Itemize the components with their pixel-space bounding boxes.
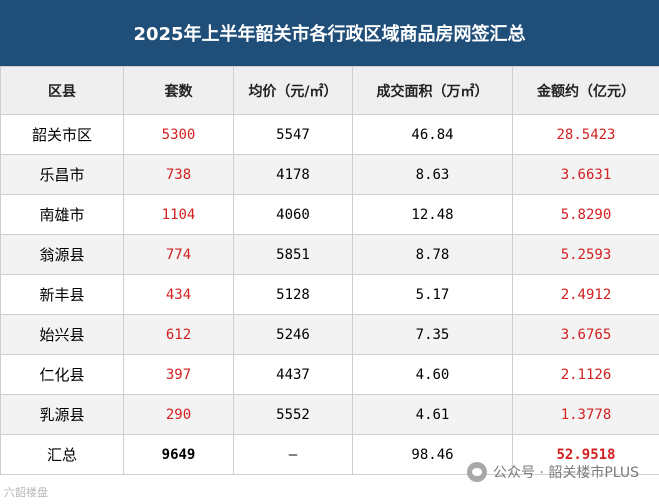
price-value: 4437 — [233, 354, 353, 395]
table-row: 新丰县 434 5128 5.17 2.4912 — [0, 274, 659, 315]
district-name: 仁化县 — [0, 354, 124, 395]
total-row: 汇总 9649 — 98.46 52.9518 — [0, 434, 659, 475]
price-value: 4060 — [233, 194, 353, 235]
table-row: 乐昌市 738 4178 8.63 3.6631 — [0, 154, 659, 195]
area-value: 4.60 — [352, 354, 513, 395]
district-name: 始兴县 — [0, 314, 124, 355]
price-value: 5851 — [233, 234, 353, 275]
table-row: 翁源县 774 5851 8.78 5.2593 — [0, 234, 659, 275]
district-name: 南雄市 — [0, 194, 124, 235]
amount-value: 1.3778 — [512, 394, 659, 435]
district-name: 翁源县 — [0, 234, 124, 275]
price-value: 5246 — [233, 314, 353, 355]
units-value: 774 — [123, 234, 234, 275]
price-value: 5128 — [233, 274, 353, 315]
units-value: 5300 — [123, 114, 234, 155]
units-value: 290 — [123, 394, 234, 435]
corner-watermark: 六韶楼盘 — [4, 484, 48, 500]
area-value: 8.63 — [352, 154, 513, 195]
total-price: — — [233, 434, 353, 475]
units-value: 1104 — [123, 194, 234, 235]
district-name: 新丰县 — [0, 274, 124, 315]
units-value: 612 — [123, 314, 234, 355]
table-row: 仁化县 397 4437 4.60 2.1126 — [0, 354, 659, 395]
units-value: 434 — [123, 274, 234, 315]
header-units: 套数 — [123, 66, 234, 115]
header-area: 成交面积（万㎡） — [352, 66, 513, 115]
amount-value: 28.5423 — [512, 114, 659, 155]
total-label: 汇总 — [0, 434, 124, 475]
table-row: 韶关市区 5300 5547 46.84 28.5423 — [0, 114, 659, 155]
district-name: 乐昌市 — [0, 154, 124, 195]
header-amount: 金额约（亿元） — [512, 66, 659, 115]
units-value: 397 — [123, 354, 234, 395]
area-value: 8.78 — [352, 234, 513, 275]
page-title: 2025年上半年韶关市各行政区域商品房网签汇总 — [0, 0, 659, 66]
total-amount: 52.9518 — [512, 434, 659, 475]
amount-value: 2.4912 — [512, 274, 659, 315]
area-value: 4.61 — [352, 394, 513, 435]
table-header-row: 区县 套数 均价（元/㎡） 成交面积（万㎡） 金额约（亿元） — [0, 66, 659, 115]
amount-value: 5.2593 — [512, 234, 659, 275]
price-value: 5552 — [233, 394, 353, 435]
district-name: 韶关市区 — [0, 114, 124, 155]
sales-summary-table: 区县 套数 均价（元/㎡） 成交面积（万㎡） 金额约（亿元） 韶关市区 5300… — [0, 66, 659, 475]
price-value: 4178 — [233, 154, 353, 195]
header-avg-price: 均价（元/㎡） — [233, 66, 353, 115]
table-row: 乳源县 290 5552 4.61 1.3778 — [0, 394, 659, 435]
watermark-text: 公众号 · 韶关楼市PLUS — [492, 465, 639, 481]
amount-value: 3.6631 — [512, 154, 659, 195]
total-units: 9649 — [123, 434, 234, 475]
table-row: 南雄市 1104 4060 12.48 5.8290 — [0, 194, 659, 235]
amount-value: 2.1126 — [512, 354, 659, 395]
units-value: 738 — [123, 154, 234, 195]
district-name: 乳源县 — [0, 394, 124, 435]
area-value: 12.48 — [352, 194, 513, 235]
corner-watermark-text: 六韶楼盘 — [4, 486, 48, 499]
wechat-icon — [466, 462, 487, 482]
area-value: 46.84 — [352, 114, 513, 155]
watermark: 公众号 · 韶关楼市PLUS — [466, 462, 639, 482]
total-area: 98.46 — [352, 434, 513, 475]
header-district: 区县 — [0, 66, 124, 115]
price-value: 5547 — [233, 114, 353, 155]
amount-value: 3.6765 — [512, 314, 659, 355]
area-value: 7.35 — [352, 314, 513, 355]
amount-value: 5.8290 — [512, 194, 659, 235]
table-row: 始兴县 612 5246 7.35 3.6765 — [0, 314, 659, 355]
area-value: 5.17 — [352, 274, 513, 315]
